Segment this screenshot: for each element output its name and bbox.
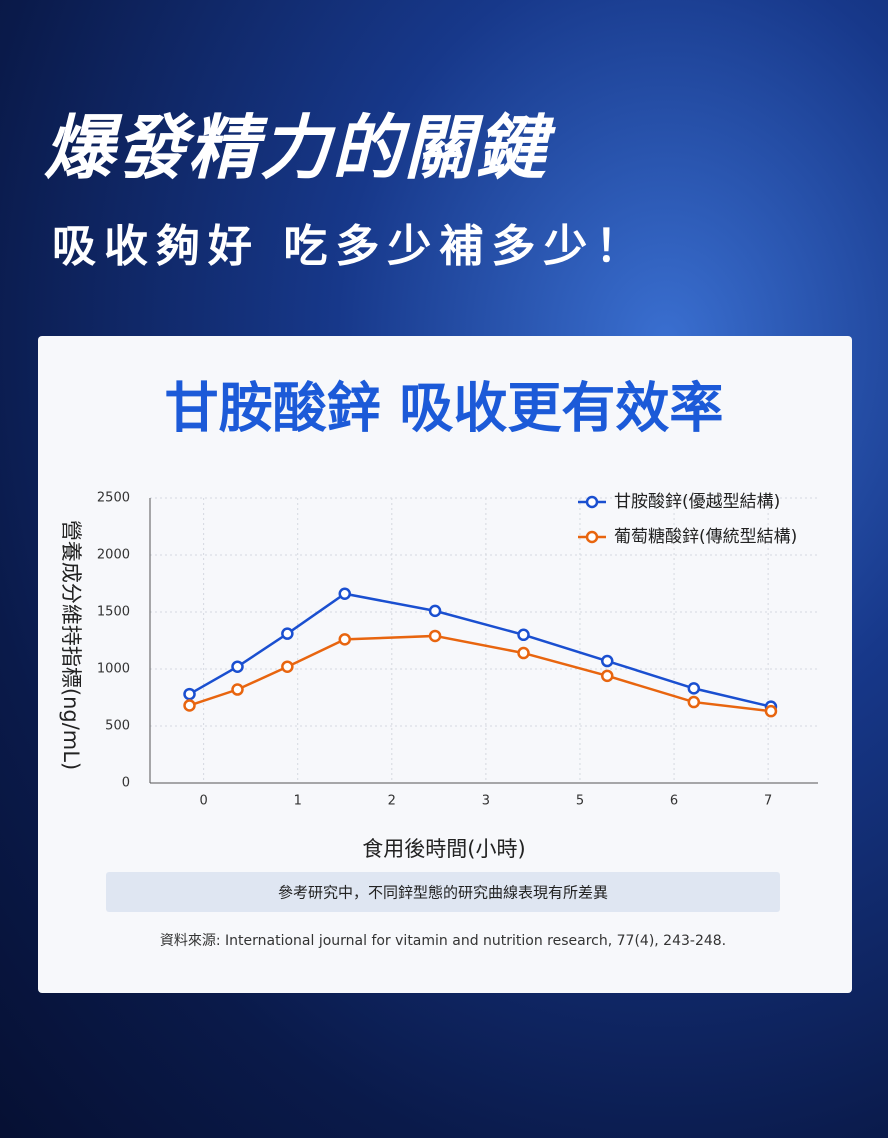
x-tick-label: 2 <box>388 794 396 809</box>
data-point <box>231 683 244 696</box>
y-tick-label: 2000 <box>97 548 130 563</box>
series-line <box>188 592 772 708</box>
chart-title: 甘胺酸鋅 吸收更有效率 <box>165 377 724 440</box>
y-tick-label: 1000 <box>97 662 130 677</box>
series-line <box>189 634 772 713</box>
data-point <box>517 628 530 642</box>
y-tick-label: 1500 <box>97 605 130 620</box>
x-tick-label: 3 <box>482 794 490 809</box>
data-point <box>183 687 196 701</box>
data-point <box>183 699 196 712</box>
data-point <box>281 660 294 673</box>
data-point <box>338 633 352 646</box>
data-point <box>517 646 530 660</box>
data-point <box>601 669 614 683</box>
subheadline: 吸收夠好 吃多少補多少！ <box>52 221 648 272</box>
headline: 爆發精力的關鍵 <box>44 107 548 189</box>
x-tick-label: 1 <box>294 794 302 809</box>
legend-marker <box>585 530 599 544</box>
data-point <box>338 587 352 601</box>
x-tick-label: 0 <box>199 794 207 809</box>
legend-label: 甘胺酸鋅(優越型結構) <box>614 492 780 512</box>
data-point <box>687 682 701 695</box>
x-tick-label: 5 <box>576 794 584 809</box>
note: 參考研究中，不同鋅型態的研究曲線表現有所差異 <box>278 884 608 902</box>
source: 資料來源: International journal for vitamin … <box>160 933 726 949</box>
y-tick-label: 2500 <box>97 491 130 506</box>
y-tick-label: 500 <box>105 719 130 734</box>
x-axis-label: 食用後時間(小時) <box>362 837 525 861</box>
data-point <box>687 695 701 709</box>
data-point <box>231 660 244 673</box>
data-point <box>428 604 442 618</box>
x-tick-label: 7 <box>764 794 772 809</box>
legend-label: 葡萄糖酸鋅(傳統型結構) <box>614 527 797 547</box>
data-point <box>281 627 294 640</box>
y-tick-label: 0 <box>122 776 130 791</box>
note-box <box>106 872 780 912</box>
legend-marker <box>585 495 599 509</box>
data-point <box>764 704 778 718</box>
x-tick-label: 6 <box>670 794 678 809</box>
y-axis-label: 營養成分維持指標(ng/mL) <box>59 520 83 770</box>
data-point <box>428 629 442 643</box>
data-point <box>601 654 614 668</box>
